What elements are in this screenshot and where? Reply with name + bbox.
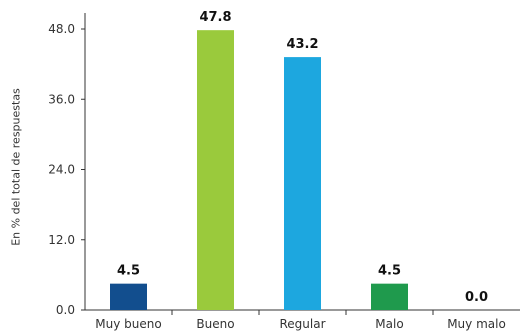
y-tick-label: 0.0	[56, 303, 75, 317]
data-label: 43.2	[286, 37, 318, 52]
x-tick-label: Regular	[279, 317, 325, 331]
data-label: 47.8	[199, 10, 231, 25]
axes: 0.0 12.0 24.0 36.0 48.0	[48, 13, 520, 317]
data-label: 4.5	[117, 264, 140, 279]
data-label: 4.5	[378, 264, 401, 279]
bar	[197, 30, 234, 310]
y-tick-label: 36.0	[48, 92, 75, 106]
bar	[371, 283, 408, 310]
bars	[110, 30, 408, 310]
y-tick-label: 24.0	[48, 163, 75, 177]
x-tick-label: Muy bueno	[95, 317, 161, 331]
x-tick-label: Malo	[375, 317, 403, 331]
bar	[110, 283, 147, 310]
x-tick-label: Muy malo	[447, 317, 506, 331]
y-tick-label: 48.0	[48, 22, 75, 36]
y-tick-label: 12.0	[48, 233, 75, 247]
labels: 4.5 Muy bueno 47.8 Bueno 43.2 Regular 4.5 Malo 0…	[95, 10, 506, 331]
x-tick-label: Bueno	[196, 317, 234, 331]
data-label: 0.0	[465, 290, 488, 305]
bar	[284, 57, 321, 310]
